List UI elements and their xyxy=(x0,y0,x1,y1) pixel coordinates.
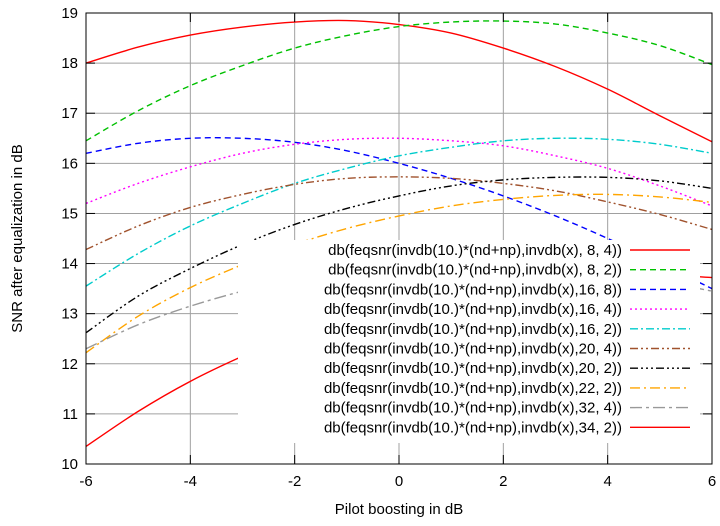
y-tick-label: 16 xyxy=(61,155,78,172)
series-line-2 xyxy=(86,20,712,142)
x-tick-label: -4 xyxy=(184,473,197,490)
series-line-4 xyxy=(86,137,712,207)
legend-label-6: db(feqsnr(invdb(10.)*(nd+np),invdb(x),20… xyxy=(324,341,622,358)
y-tick-label: 13 xyxy=(61,306,78,323)
legend-label-7: db(feqsnr(invdb(10.)*(nd+np),invdb(x),20… xyxy=(324,360,622,377)
x-tick-label: 2 xyxy=(499,473,507,490)
x-tick-label: -6 xyxy=(79,473,92,490)
y-tick-label: 10 xyxy=(61,456,78,473)
series-line-8 xyxy=(86,193,712,354)
series-line-3 xyxy=(86,137,712,290)
ticks: -6 -4 -2 0 2 4 6 10 11 12 13 14 15 16 17 18 19 xyxy=(61,5,716,490)
y-tick-label: 14 xyxy=(61,256,78,273)
legend-label-3: db(feqsnr(invdb(10.)*(nd+np),invdb(x),16… xyxy=(324,281,622,298)
legend: db(feqsnr(invdb(10.)*(nd+np),invdb(x), 8… xyxy=(324,242,690,436)
legend-label-2: db(feqsnr(invdb(10.)*(nd+np),invdb(x), 8… xyxy=(328,262,622,279)
series-line-6 xyxy=(86,176,712,251)
x-tick-label: 4 xyxy=(603,473,611,490)
x-tick-label: -2 xyxy=(288,473,301,490)
legend-label-10: db(feqsnr(invdb(10.)*(nd+np),invdb(x),34… xyxy=(324,419,622,436)
y-tick-label: 18 xyxy=(61,55,78,72)
y-tick-label: 17 xyxy=(61,105,78,122)
series-line-5 xyxy=(86,137,712,287)
x-tick-label: 0 xyxy=(395,473,403,490)
legend-label-5: db(feqsnr(invdb(10.)*(nd+np),invdb(x),16… xyxy=(324,321,622,338)
legend-label-1: db(feqsnr(invdb(10.)*(nd+np),invdb(x), 8… xyxy=(328,242,622,259)
y-tick-label: 15 xyxy=(61,205,78,222)
y-axis-label: SNR after equalization in dB xyxy=(9,144,26,332)
series-line-1 xyxy=(86,19,712,143)
x-tick-label: 6 xyxy=(708,473,716,490)
x-axis-label: Pilot boosting in dB xyxy=(335,501,463,518)
y-tick-label: 11 xyxy=(62,406,78,423)
legend-background xyxy=(238,240,700,443)
legend-label-8: db(feqsnr(invdb(10.)*(nd+np),invdb(x),22… xyxy=(324,380,622,397)
y-tick-label: 19 xyxy=(61,5,78,22)
series-line-7 xyxy=(86,176,712,334)
legend-label-9: db(feqsnr(invdb(10.)*(nd+np),invdb(x),32… xyxy=(324,400,622,417)
y-tick-label: 12 xyxy=(61,356,78,373)
legend-label-4: db(feqsnr(invdb(10.)*(nd+np),invdb(x),16… xyxy=(324,301,622,318)
